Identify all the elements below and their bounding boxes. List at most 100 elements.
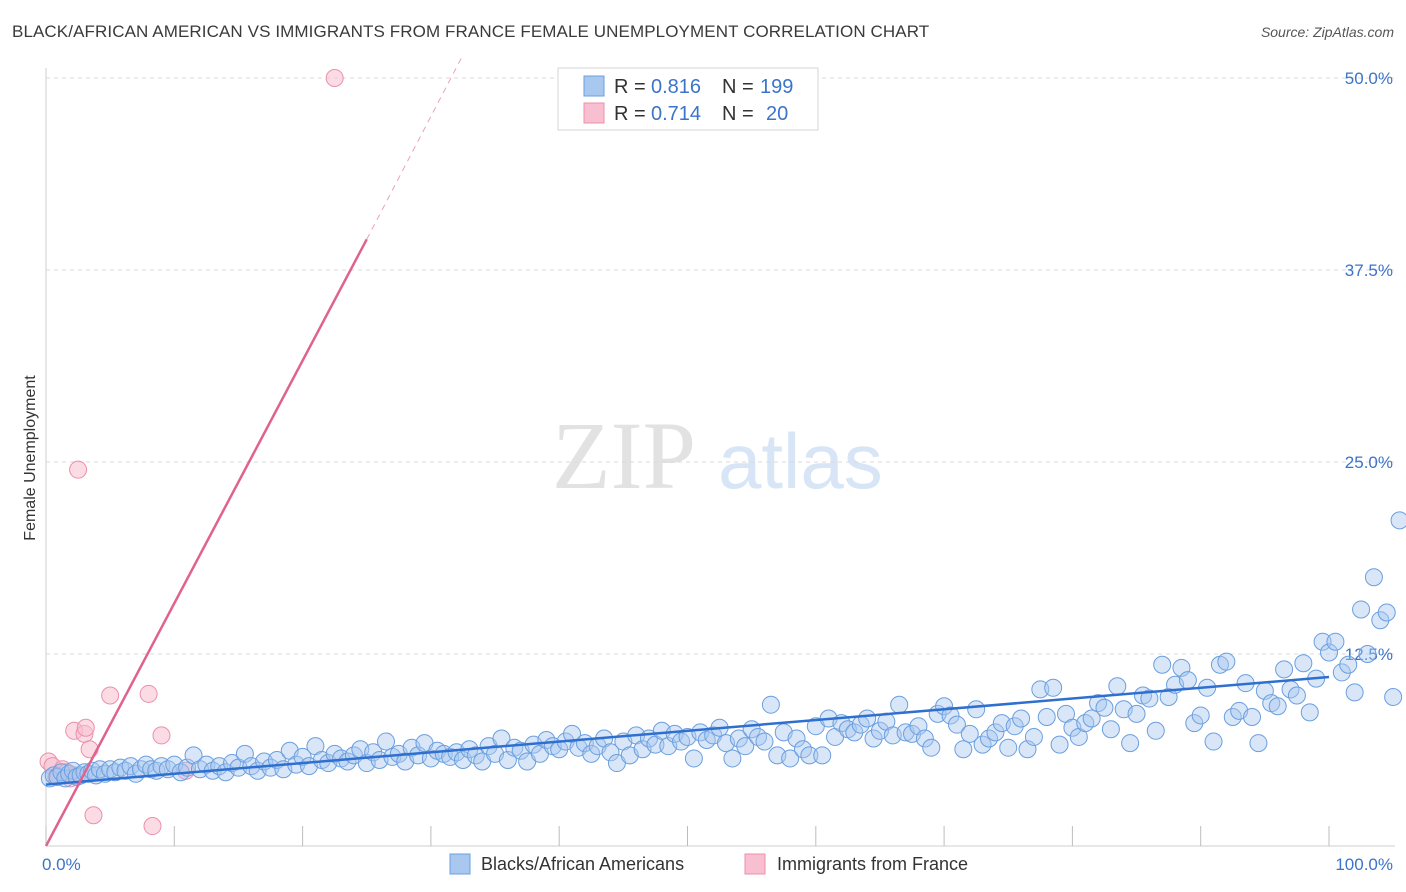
legend-n-value-2: 20 — [766, 103, 788, 125]
data-point-blacks-african-americans — [1384, 688, 1403, 707]
data-point-blacks-african-americans — [582, 744, 601, 763]
legend-r-label-2: R = — [614, 103, 646, 125]
data-point-blacks-african-americans — [864, 729, 883, 748]
data-point-blacks-african-americans — [890, 695, 909, 714]
data-point-blacks-african-americans — [1050, 735, 1069, 754]
data-point-immigrants-from-france — [80, 740, 99, 759]
trend-line-blacks-african-americans — [45, 675, 1330, 786]
watermark-atlas: atlas — [718, 417, 883, 505]
y-tick-label: 37.5% — [1345, 261, 1393, 280]
source-credit: Source: ZipAtlas.com — [1260, 24, 1394, 40]
data-point-blacks-african-americans — [1191, 706, 1210, 725]
y-axis-title: Female Unemployment — [22, 375, 39, 541]
data-point-blacks-african-americans — [960, 724, 979, 743]
x-tick-label: 100.0% — [1335, 855, 1393, 874]
data-point-blacks-african-americans — [915, 729, 934, 748]
data-point-blacks-african-americans — [781, 749, 800, 768]
data-point-blacks-african-americans — [1082, 709, 1101, 728]
data-point-blacks-african-americans — [697, 731, 716, 750]
data-point-blacks-african-americans — [1371, 611, 1390, 630]
data-point-blacks-african-americans — [684, 749, 703, 768]
data-point-immigrants-from-france — [69, 460, 88, 479]
data-point-blacks-african-americans — [1024, 727, 1043, 746]
watermark-zip: ZIP — [552, 402, 696, 509]
trend-line-extension-immigrants-from-france — [366, 54, 464, 240]
legend-n-label-2: N = — [722, 103, 754, 125]
data-point-blacks-african-americans — [1076, 714, 1095, 733]
data-point-blacks-african-americans — [1377, 603, 1396, 622]
data-point-blacks-african-americans — [1345, 683, 1364, 702]
data-point-blacks-african-americans — [999, 738, 1018, 757]
data-point-blacks-african-americans — [1249, 734, 1268, 753]
data-point-blacks-african-americans — [1005, 717, 1024, 736]
data-point-blacks-african-americans — [1339, 655, 1358, 674]
data-point-immigrants-from-france — [76, 718, 95, 737]
axes — [45, 68, 1395, 847]
bottom-legend-swatch-blue — [449, 853, 471, 875]
data-point-blacks-african-americans — [1185, 714, 1204, 733]
data-point-blacks-african-americans — [845, 723, 864, 742]
data-point-blacks-african-americans — [761, 695, 780, 714]
data-point-immigrants-from-france — [325, 69, 344, 87]
y-tick-label: 12.5% — [1345, 645, 1393, 664]
data-point-blacks-african-americans — [1287, 686, 1306, 705]
data-point-blacks-african-americans — [1012, 709, 1031, 728]
data-point-blacks-african-americans — [922, 738, 941, 757]
series-blacks-african-americans — [40, 511, 1406, 788]
legend-r-label-1: R = — [614, 76, 646, 98]
data-point-blacks-african-americans — [729, 729, 748, 748]
data-point-blacks-african-americans — [1313, 632, 1332, 651]
correlation-legend: R = 0.816 N = 199 R = 0.714 N = 20 — [557, 67, 819, 131]
watermark: ZIP atlas — [552, 402, 883, 509]
data-point-blacks-african-americans — [1204, 732, 1223, 751]
data-point-blacks-african-americans — [1095, 698, 1114, 717]
data-point-blacks-african-americans — [1358, 645, 1377, 663]
trend-line-immigrants-from-france — [44, 238, 368, 847]
data-point-blacks-african-americans — [954, 740, 973, 759]
data-point-blacks-african-americans — [813, 746, 832, 765]
x-tick-labels: 0.0% 100.0% — [42, 855, 1393, 874]
legend-r-value-2: 0.714 — [651, 103, 701, 125]
data-point-blacks-african-americans — [1101, 720, 1120, 739]
data-point-blacks-african-americans — [1121, 734, 1140, 753]
y-tick-labels: 12.5% 25.0% 37.5% 50.0% — [1345, 69, 1393, 664]
x-tick-label: 0.0% — [42, 855, 81, 874]
data-point-blacks-african-americans — [1037, 707, 1056, 726]
data-point-blacks-african-americans — [723, 749, 742, 768]
bottom-legend-swatch-pink — [744, 853, 766, 875]
data-point-blacks-african-americans — [223, 754, 242, 773]
data-point-immigrants-from-france — [152, 726, 171, 745]
data-point-blacks-african-americans — [787, 729, 806, 748]
data-point-blacks-african-americans — [1140, 689, 1159, 708]
grid-lines — [46, 77, 1395, 655]
data-point-blacks-african-americans — [1153, 655, 1172, 674]
data-point-blacks-african-americans — [736, 737, 755, 756]
data-point-blacks-african-americans — [947, 715, 966, 734]
data-point-blacks-african-americans — [1108, 677, 1127, 696]
data-point-blacks-african-americans — [1294, 654, 1313, 673]
data-point-immigrants-from-france — [84, 806, 103, 825]
bottom-legend-label-blue: Blacks/African Americans — [481, 854, 684, 874]
series-immigrants-from-france — [39, 69, 344, 836]
data-point-blacks-african-americans — [755, 732, 774, 751]
data-point-blacks-african-americans — [1326, 632, 1345, 651]
data-point-blacks-african-americans — [1127, 704, 1146, 723]
data-point-blacks-african-americans — [1268, 697, 1287, 716]
legend-swatch-blue — [583, 75, 605, 97]
data-point-blacks-african-americans — [1217, 652, 1236, 671]
data-point-blacks-african-americans — [858, 709, 877, 728]
data-point-blacks-african-americans — [376, 732, 395, 751]
y-tick-label: 25.0% — [1345, 453, 1393, 472]
data-point-blacks-african-americans — [1364, 568, 1383, 587]
data-point-blacks-african-americans — [1390, 511, 1406, 530]
data-point-immigrants-from-france — [101, 686, 120, 705]
legend-r-value-1: 0.816 — [651, 76, 701, 98]
data-point-blacks-african-americans — [749, 727, 768, 746]
legend-swatch-pink — [583, 102, 605, 124]
data-point-blacks-african-americans — [1275, 660, 1294, 679]
data-point-blacks-african-americans — [1146, 721, 1165, 740]
legend-n-value-1: 199 — [760, 76, 793, 98]
data-point-blacks-african-americans — [967, 700, 986, 719]
data-point-blacks-african-americans — [672, 732, 691, 751]
